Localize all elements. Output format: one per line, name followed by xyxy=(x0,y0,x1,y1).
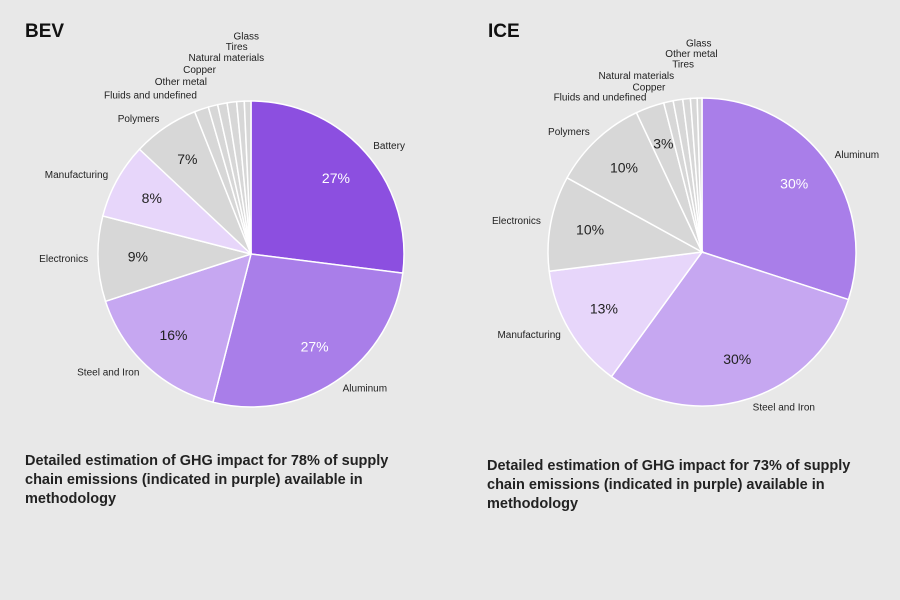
category-label: Natural materials xyxy=(599,71,675,82)
pie-slice xyxy=(212,253,404,408)
value-label: 16% xyxy=(159,327,187,343)
category-label: Glass xyxy=(233,32,259,43)
value-label: 10% xyxy=(610,160,638,176)
category-label: Other metal xyxy=(665,49,717,60)
pie-slice xyxy=(610,251,850,407)
chart-title: BEV xyxy=(25,21,64,42)
category-label: Aluminum xyxy=(835,150,879,161)
pie-slice xyxy=(250,100,405,275)
value-label: 27% xyxy=(322,170,350,186)
category-label: Electronics xyxy=(492,216,541,227)
category-label: Manufacturing xyxy=(45,170,108,181)
pie-slice xyxy=(696,97,703,253)
value-label: 8% xyxy=(142,190,162,206)
pie-slice xyxy=(97,215,254,303)
category-label: Electronics xyxy=(39,254,88,265)
pie-slice xyxy=(566,111,704,254)
pie-slice xyxy=(104,252,253,404)
pie-slice xyxy=(701,97,857,301)
category-label: Fluids and undefined xyxy=(104,91,197,102)
category-label: Natural materials xyxy=(189,53,265,64)
value-label: 27% xyxy=(301,338,329,354)
category-label: Steel and Iron xyxy=(77,367,139,378)
category-label: Tires xyxy=(226,42,248,53)
category-label: Copper xyxy=(633,83,666,94)
chart-title: ICE xyxy=(488,21,520,42)
category-label: Battery xyxy=(373,141,405,152)
category-label: Aluminum xyxy=(343,383,387,394)
value-label: 30% xyxy=(723,351,751,367)
category-label: Fluids and undefined xyxy=(554,92,647,103)
value-label: 30% xyxy=(780,176,808,192)
value-label: 7% xyxy=(177,151,197,167)
category-label: Manufacturing xyxy=(497,330,560,341)
value-label: 13% xyxy=(590,301,618,317)
category-label: Polymers xyxy=(118,114,160,125)
category-label: Steel and Iron xyxy=(753,403,815,414)
caption: Detailed estimation of GHG impact for 73… xyxy=(487,458,851,512)
pie-slice xyxy=(547,176,705,273)
category-label: Other metal xyxy=(155,77,207,88)
value-label: 9% xyxy=(128,248,148,264)
pie-slice xyxy=(243,100,252,255)
category-label: Polymers xyxy=(548,127,590,138)
pie-slice xyxy=(548,251,704,378)
value-label: 10% xyxy=(576,221,604,237)
value-label: 3% xyxy=(653,135,673,151)
caption: Detailed estimation of GHG impact for 78… xyxy=(25,453,389,507)
category-label: Glass xyxy=(686,39,712,50)
category-label: Copper xyxy=(183,65,216,76)
category-label: Tires xyxy=(672,60,694,71)
